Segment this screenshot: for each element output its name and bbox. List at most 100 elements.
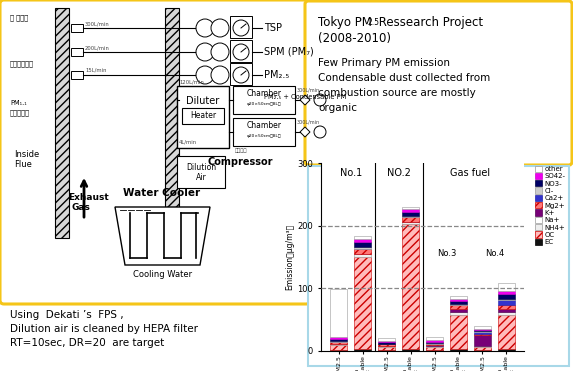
Bar bbox=[426, 345, 443, 346]
Text: 120L/min: 120L/min bbox=[179, 79, 204, 84]
Text: Air: Air bbox=[195, 173, 206, 181]
Bar bbox=[402, 212, 419, 216]
Text: アンダーセン: アンダーセン bbox=[10, 60, 34, 67]
Text: Exhaust: Exhaust bbox=[68, 194, 109, 203]
Bar bbox=[354, 239, 371, 242]
Circle shape bbox=[211, 43, 229, 61]
Bar bbox=[498, 299, 515, 300]
Text: 300L/min: 300L/min bbox=[85, 21, 110, 26]
Text: No.3: No.3 bbox=[437, 249, 456, 258]
Bar bbox=[71, 24, 83, 32]
Bar bbox=[474, 332, 491, 334]
Text: Gas fuel: Gas fuel bbox=[450, 168, 490, 178]
Bar bbox=[378, 338, 395, 341]
Bar bbox=[402, 216, 419, 217]
Bar bbox=[354, 236, 371, 239]
Text: バイパス: バイパス bbox=[235, 148, 248, 153]
Circle shape bbox=[196, 66, 214, 84]
Bar bbox=[426, 348, 443, 350]
Text: Chamber: Chamber bbox=[246, 121, 281, 131]
Text: Ressearch Project: Ressearch Project bbox=[375, 16, 483, 29]
Bar bbox=[474, 346, 491, 348]
Text: Inside: Inside bbox=[14, 150, 39, 159]
Bar bbox=[450, 349, 467, 351]
Bar bbox=[498, 305, 515, 309]
Text: Dilution: Dilution bbox=[186, 162, 216, 171]
Text: 300L/min: 300L/min bbox=[297, 120, 320, 125]
Text: SPM (PM₇): SPM (PM₇) bbox=[264, 47, 314, 57]
Bar bbox=[378, 347, 395, 350]
Circle shape bbox=[196, 19, 214, 37]
Text: Gas: Gas bbox=[71, 204, 90, 213]
Bar bbox=[402, 222, 419, 224]
Bar bbox=[474, 334, 491, 335]
Circle shape bbox=[314, 94, 326, 106]
Bar bbox=[474, 330, 491, 331]
Bar bbox=[498, 315, 515, 349]
Bar bbox=[71, 48, 83, 56]
Text: Compressor: Compressor bbox=[207, 157, 273, 167]
Text: φ20×50cm（8L）: φ20×50cm（8L） bbox=[247, 134, 281, 138]
Bar bbox=[402, 224, 419, 349]
Text: 200L/min: 200L/min bbox=[85, 45, 110, 50]
Bar bbox=[330, 342, 347, 344]
Y-axis label: Emission（μg/m³）: Emission（μg/m³） bbox=[285, 224, 295, 290]
Polygon shape bbox=[300, 127, 310, 137]
Text: φ20×50cm（8L）: φ20×50cm（8L） bbox=[247, 102, 281, 106]
Bar bbox=[498, 300, 515, 305]
Text: 15L/min: 15L/min bbox=[85, 68, 107, 73]
Bar bbox=[378, 346, 395, 347]
Bar bbox=[165, 8, 179, 238]
Bar bbox=[354, 257, 371, 349]
Bar bbox=[426, 350, 443, 351]
Text: 4L/min: 4L/min bbox=[179, 140, 197, 145]
Bar bbox=[354, 247, 371, 249]
Bar bbox=[426, 340, 443, 342]
Bar bbox=[498, 291, 515, 294]
Bar bbox=[474, 331, 491, 332]
Legend: other, SO42-, NO3-, Cl-, Ca2+, Mg2+, K+, Na+, NH4+, OC, EC: other, SO42-, NO3-, Cl-, Ca2+, Mg2+, K+,… bbox=[534, 165, 566, 246]
Bar bbox=[378, 344, 395, 346]
Bar bbox=[402, 210, 419, 212]
Bar bbox=[233, 118, 295, 146]
Text: Condensable dust collected from: Condensable dust collected from bbox=[318, 73, 490, 83]
Bar bbox=[450, 312, 467, 315]
Bar bbox=[426, 342, 443, 343]
FancyBboxPatch shape bbox=[0, 0, 310, 304]
Text: NO.2: NO.2 bbox=[387, 168, 411, 178]
Circle shape bbox=[233, 20, 249, 36]
Bar bbox=[230, 63, 252, 85]
Circle shape bbox=[233, 67, 249, 83]
Bar bbox=[450, 299, 467, 301]
Bar bbox=[330, 337, 347, 339]
Bar bbox=[426, 343, 443, 344]
Text: Tokyo PM: Tokyo PM bbox=[318, 16, 372, 29]
Bar bbox=[450, 304, 467, 305]
Text: Few Primary PM emission: Few Primary PM emission bbox=[318, 58, 450, 68]
Text: Cooling Water: Cooling Water bbox=[134, 270, 193, 279]
Text: １ 炉ろ紙: １ 炉ろ紙 bbox=[10, 14, 28, 21]
Bar bbox=[177, 156, 225, 188]
Bar bbox=[426, 338, 443, 340]
Text: Heater: Heater bbox=[190, 112, 216, 121]
Text: サイクロン: サイクロン bbox=[10, 109, 30, 116]
Bar bbox=[330, 339, 347, 341]
Bar bbox=[498, 312, 515, 315]
Bar bbox=[402, 349, 419, 351]
Text: (2008-2010): (2008-2010) bbox=[318, 32, 391, 45]
Bar bbox=[233, 86, 295, 114]
Bar bbox=[450, 315, 467, 349]
Bar bbox=[308, 166, 569, 366]
Circle shape bbox=[196, 43, 214, 61]
Text: Water Cooler: Water Cooler bbox=[123, 188, 201, 198]
Bar bbox=[498, 283, 515, 291]
Text: Diluter: Diluter bbox=[186, 96, 219, 106]
Bar bbox=[498, 294, 515, 299]
Bar bbox=[450, 309, 467, 312]
Text: No.4: No.4 bbox=[485, 249, 504, 258]
Text: No.1: No.1 bbox=[340, 168, 362, 178]
Polygon shape bbox=[115, 207, 210, 265]
Circle shape bbox=[211, 66, 229, 84]
Circle shape bbox=[314, 126, 326, 138]
Bar bbox=[354, 254, 371, 257]
